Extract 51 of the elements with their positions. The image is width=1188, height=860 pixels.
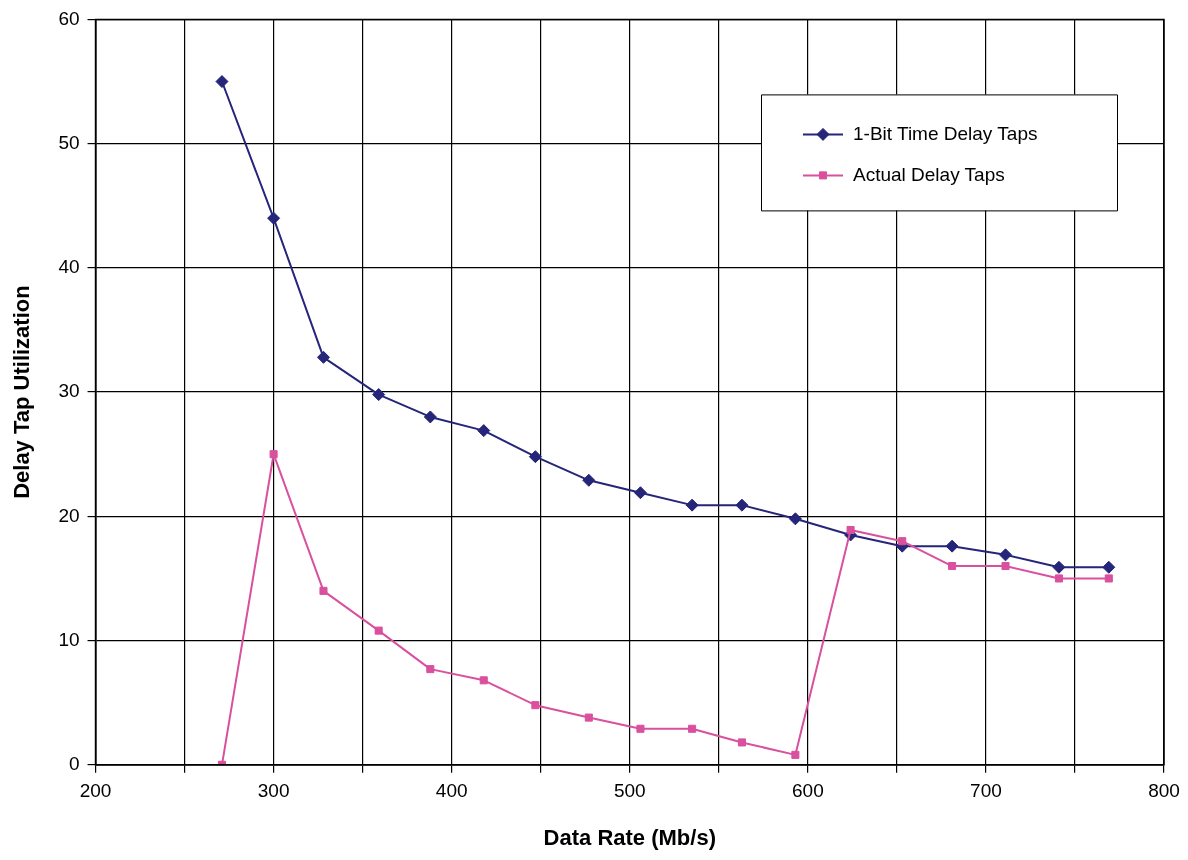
- point: [479, 676, 488, 685]
- y-tick-label: 0: [68, 753, 80, 775]
- y-tick-label: 20: [58, 504, 80, 526]
- x-tick-label: 300: [257, 780, 290, 802]
- point: [1052, 560, 1066, 574]
- point: [688, 724, 697, 733]
- point: [528, 450, 542, 464]
- legend-label: 1-Bit Time Delay Taps: [853, 122, 1038, 144]
- point: [426, 665, 435, 674]
- x-tick-label: 400: [435, 780, 468, 802]
- point: [948, 561, 957, 571]
- point: [372, 388, 386, 402]
- point: [685, 498, 699, 512]
- point: [788, 512, 802, 526]
- point: [269, 450, 278, 459]
- point: [374, 626, 383, 635]
- point: [737, 738, 746, 747]
- point: [423, 410, 437, 424]
- point: [633, 486, 647, 500]
- x-tick-label: 500: [613, 780, 646, 802]
- point: [735, 498, 749, 512]
- point: [846, 525, 855, 535]
- y-tick-label: 30: [58, 380, 80, 402]
- x-tick-label: 200: [79, 780, 112, 802]
- y-tick-label: 50: [58, 131, 80, 153]
- point: [316, 350, 330, 364]
- point: [791, 750, 800, 759]
- x-tick-label: 800: [1148, 780, 1180, 802]
- legend-label: Actual Delay Taps: [853, 163, 1005, 185]
- point: [584, 713, 593, 722]
- point: [582, 473, 596, 487]
- point: [945, 539, 959, 553]
- point: [1054, 574, 1063, 583]
- point: [215, 75, 229, 89]
- point: [319, 586, 328, 595]
- point: [636, 724, 645, 733]
- point: [1102, 560, 1116, 574]
- point: [1104, 574, 1113, 583]
- point: [1001, 561, 1010, 571]
- y-axis-title: Delay Tap Utilization: [9, 285, 35, 499]
- y-tick-label: 40: [58, 256, 80, 278]
- point: [999, 548, 1013, 562]
- y-tick-label: 60: [58, 7, 80, 29]
- x-tick-label: 700: [970, 780, 1002, 802]
- point: [267, 211, 281, 225]
- x-tick-label: 600: [791, 780, 824, 802]
- y-tick-label: 10: [58, 628, 80, 650]
- point: [898, 537, 907, 546]
- x-axis-title: Data Rate (Mb/s): [543, 824, 716, 850]
- point: [477, 424, 491, 438]
- point: [531, 701, 540, 710]
